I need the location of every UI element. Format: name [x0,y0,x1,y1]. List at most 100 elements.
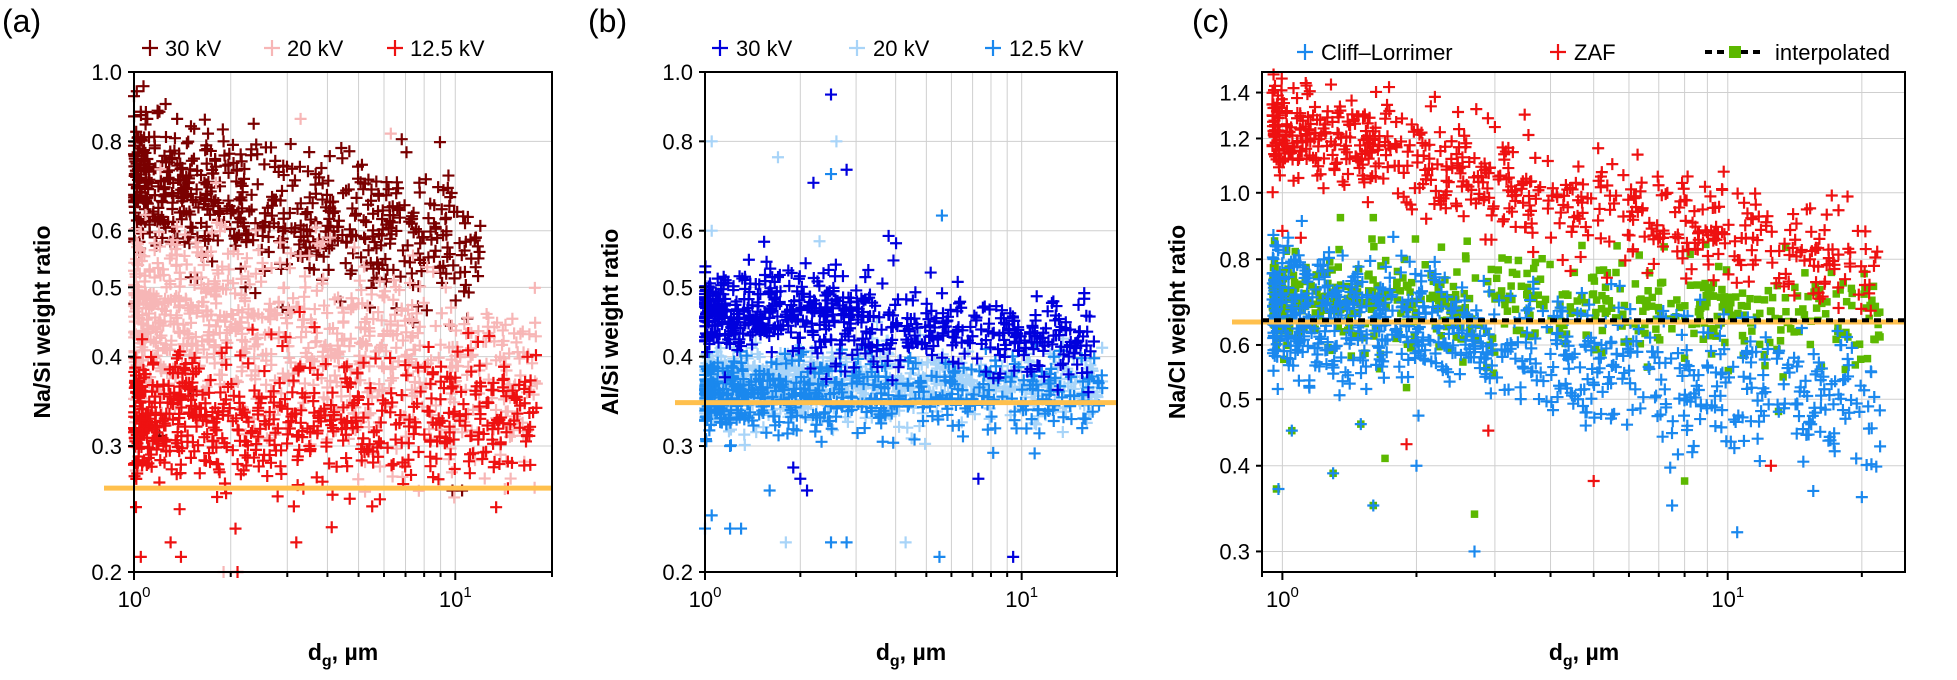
data-point [149,406,162,419]
y-tick-label: 1.0 [662,60,693,85]
data-point [1511,305,1520,314]
data-point [381,324,394,337]
data-point [196,414,209,427]
data-point [372,306,385,319]
data-point [395,389,408,402]
data-point [413,186,426,199]
data-point [1573,297,1582,305]
legend-label: Cliff–Lorrimer [1321,40,1453,65]
data-point [186,301,199,314]
data-point [296,387,309,400]
data-point [234,349,247,362]
data-point [1402,383,1411,392]
x-axis: 100 101 [689,572,1118,612]
data-point [143,158,156,171]
data-point [323,150,336,163]
data-point [309,336,322,349]
panel-b-legend: 30 kV 20 kV 12.5 kV [712,36,1084,61]
data-point [263,303,276,316]
data-point [294,250,307,263]
legend-marker-icon [1550,44,1566,60]
data-point [345,292,358,305]
data-point [181,429,194,442]
data-point [177,338,190,351]
data-point [138,275,151,288]
legend-label: ZAF [1574,40,1616,65]
data-point [348,396,361,409]
data-point [1753,295,1762,304]
data-point [435,203,448,216]
data-point [422,212,435,225]
data-point [380,345,393,358]
data-point [454,266,467,279]
data-point [303,146,316,159]
data-point [392,355,405,368]
data-point [357,183,370,196]
panel-a-legend: 30 kV 20 kV 12.5 kV [142,36,485,61]
data-point [1801,269,1809,277]
data-point [370,175,383,188]
data-point [134,550,147,563]
data-point [301,165,314,178]
panel-b-legend-item-2: 12.5 kV [985,36,1084,61]
data-point [198,454,211,467]
data-point [139,118,152,131]
data-point [406,330,419,343]
data-point [133,179,146,192]
data-point [164,536,177,549]
data-point [222,380,234,393]
data-point [1667,299,1675,308]
data-point [323,322,336,335]
data-point [289,222,302,235]
legend-label: 20 kV [873,36,930,61]
data-point [453,414,466,427]
data-point [174,174,187,187]
data-point [173,407,186,420]
data-point [308,321,321,334]
data-point [862,263,875,276]
data-point [180,258,193,271]
y-tick-label: 0.8 [91,129,122,154]
plus-marker-icon [1550,44,1566,60]
data-point [794,472,807,485]
data-point [287,500,300,513]
x-axis-title-unit: , µm [900,639,946,665]
data-point [449,294,462,307]
data-point [148,423,161,436]
data-point [889,298,902,311]
data-point [148,244,161,257]
data-point [372,435,385,448]
data-point [405,468,418,481]
data-point [249,373,262,386]
data-point [158,435,171,448]
data-point [893,420,906,433]
data-point [882,229,895,242]
data-point [343,223,356,236]
data-point [501,405,514,418]
data-point [365,391,378,404]
data-point [227,245,240,258]
data-point [321,307,334,320]
data-point [178,361,191,374]
legend-label: 30 kV [165,36,222,61]
data-point [373,493,386,506]
data-point [284,356,297,369]
data-point [156,196,169,209]
data-point [235,155,248,168]
data-point [199,397,212,410]
data-point [343,492,356,505]
data-point [173,206,186,219]
data-point [245,203,258,216]
data-point [457,398,470,411]
data-point [340,360,353,373]
data-point [206,167,219,180]
data-point [195,216,208,229]
data-point [456,426,469,439]
data-point [413,339,426,352]
data-point [1546,260,1554,269]
plus-marker-icon [849,40,865,56]
data-point [349,411,362,424]
data-point [197,343,210,356]
data-point [1029,309,1042,322]
data-point [258,365,271,378]
